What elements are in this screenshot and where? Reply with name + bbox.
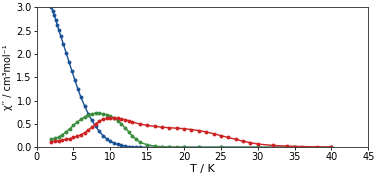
Bar [162, 7, 368, 147]
X-axis label: T / K: T / K [190, 164, 215, 173]
Y-axis label: χ′′ / cm³mol⁻¹: χ′′ / cm³mol⁻¹ [3, 45, 14, 110]
